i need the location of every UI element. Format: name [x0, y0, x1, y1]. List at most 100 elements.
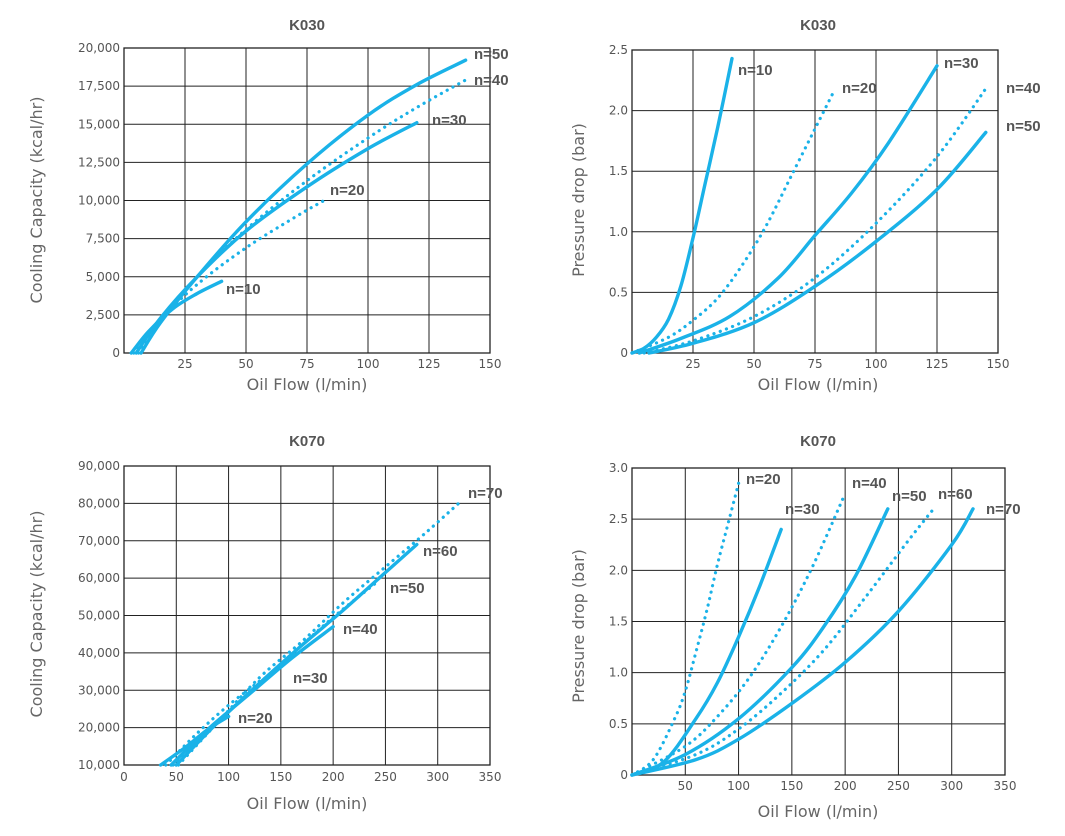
chart-4-series-label: n=70: [986, 501, 1021, 518]
chart-2-y-axis-label: Pressure drop (bar): [569, 123, 588, 277]
chart-4-y-tick-label: 1.5: [609, 615, 628, 629]
chart-3-x-axis-label: Oil Flow (l/min): [247, 794, 368, 813]
chart-2-series-line-n-50: [647, 130, 988, 355]
chart-1-x-tick-label: 125: [418, 357, 441, 371]
chart-3-x-tick-label: 250: [374, 770, 397, 784]
chart-3-y-tick-label: 20,000: [78, 721, 120, 735]
chart-1-x-tick-label: 25: [177, 357, 192, 371]
chart-4-series-label: n=20: [746, 471, 781, 488]
chart-1-x-tick-label: 50: [238, 357, 253, 371]
chart-1-series-line-n-50: [139, 58, 468, 355]
chart-3-y-tick-label: 30,000: [78, 683, 120, 697]
chart-2-title: K030: [800, 17, 836, 34]
chart-3-y-tick-label: 80,000: [78, 496, 120, 510]
chart-2-y-tick-label: 0: [620, 346, 628, 360]
chart-3-y-tick-label: 60,000: [78, 571, 120, 585]
chart-4-title: K070: [800, 433, 836, 450]
chart-2-series-line-n-40: [642, 83, 990, 355]
chart-3-series-label: n=60: [423, 543, 458, 560]
chart-4-y-tick-label: 1.0: [609, 666, 628, 680]
chart-1-series-label: n=40: [474, 72, 509, 89]
chart-1-x-tick-label: 150: [479, 357, 502, 371]
chart-4-y-tick-label: 2.5: [609, 512, 628, 526]
chart-1-series-label: n=10: [226, 281, 261, 298]
chart-4-y-axis-label: Pressure drop (bar): [569, 549, 588, 703]
chart-3-y-tick-label: 40,000: [78, 646, 120, 660]
chart-2-y-tick-label: 0.5: [609, 285, 628, 299]
chart-2-x-axis-label: Oil Flow (l/min): [758, 375, 879, 394]
chart-2-y-tick-label: 2.5: [609, 43, 628, 57]
chart-4-plot-frame: [631, 467, 1006, 776]
chart-3-series-label: n=40: [343, 621, 378, 638]
chart-4-x-tick-label: 150: [780, 779, 803, 793]
chart-4-x-tick-label: 100: [727, 779, 750, 793]
chart-3-series-label: n=30: [293, 670, 328, 687]
chart-1-series-label: n=30: [432, 112, 467, 129]
chart-1-y-tick-label: 17,500: [78, 79, 120, 93]
chart-2-series-line-n-30: [637, 64, 939, 355]
chart-4-series-line-n-40: [630, 492, 847, 777]
chart-2-y-tick-label: 1.0: [609, 225, 628, 239]
chart-1-series-label: n=50: [474, 46, 509, 63]
chart-1-y-tick-label: 20,000: [78, 41, 120, 55]
chart-3-x-tick-label: 0: [120, 770, 128, 784]
chart-4-x-tick-label: 300: [940, 779, 963, 793]
chart-2-series-line-n-20: [630, 88, 837, 355]
chart-1-series-line-n-30: [134, 121, 419, 355]
chart-4-series-line-n-70: [630, 507, 975, 777]
chart-4-y-tick-label: 2.0: [609, 563, 628, 577]
chart-4-series-line-n-30: [630, 527, 783, 777]
chart-2-x-tick-label: 50: [746, 357, 761, 371]
chart-3-x-tick-label: 50: [169, 770, 184, 784]
chart-3-series-line-n-70: [176, 501, 461, 767]
chart-4-y-tick-label: 0.5: [609, 717, 628, 731]
chart-1-y-tick-label: 12,500: [78, 155, 120, 169]
chart-2-series-line-n-10: [630, 56, 734, 355]
chart-2-plot-frame: [631, 49, 999, 354]
chart-1-series-line-n-40: [137, 78, 468, 355]
chart-3-x-tick-label: 300: [426, 770, 449, 784]
chart-4-series-label: n=60: [938, 486, 973, 503]
chart-3-series-label: n=70: [468, 485, 503, 502]
chart-1-x-axis-label: Oil Flow (l/min): [247, 375, 368, 394]
chart-1-y-tick-label: 5,000: [86, 270, 120, 284]
chart-3-x-tick-label: 350: [479, 770, 502, 784]
chart-3-x-tick-label: 100: [217, 770, 240, 784]
chart-3-y-tick-label: 50,000: [78, 609, 120, 623]
chart-1-title: K030: [289, 17, 325, 34]
chart-4-series-line-n-50: [630, 507, 890, 777]
chart-4-x-axis-label: Oil Flow (l/min): [758, 802, 879, 821]
chart-3-series-label: n=50: [390, 580, 425, 597]
chart-4-series-line-n-20: [630, 481, 741, 777]
chart-4-x-tick-label: 350: [994, 779, 1017, 793]
chart-1-y-axis-label: Cooling Capacity (kcal/hr): [27, 97, 46, 304]
chart-2-x-tick-label: 75: [807, 357, 822, 371]
chart-4-series-label: n=30: [785, 501, 820, 518]
chart-1-x-tick-label: 75: [299, 357, 314, 371]
chart-4-y-tick-label: 0: [620, 768, 628, 782]
chart-4-series-label: n=40: [852, 475, 887, 492]
chart-2-x-tick-label: 125: [926, 357, 949, 371]
chart-3-y-tick-label: 90,000: [78, 459, 120, 473]
chart-2-series-label: n=50: [1006, 118, 1041, 135]
chart-4-x-tick-label: 50: [678, 779, 693, 793]
chart-4-series-line-n-60: [630, 507, 936, 777]
chart-2-x-tick-label: 25: [685, 357, 700, 371]
chart-1-y-tick-label: 7,500: [86, 232, 120, 246]
chart-3-y-tick-label: 10,000: [78, 758, 120, 772]
chart-1-y-tick-label: 10,000: [78, 194, 120, 208]
chart-2-x-tick-label: 150: [987, 357, 1010, 371]
chart-4-y-tick-label: 3.0: [609, 461, 628, 475]
chart-2-y-tick-label: 1.5: [609, 164, 628, 178]
chart-4-x-tick-label: 250: [887, 779, 910, 793]
chart-3-y-axis-label: Cooling Capacity (kcal/hr): [27, 511, 46, 718]
chart-1-y-tick-label: 2,500: [86, 308, 120, 322]
chart-2-series-label: n=40: [1006, 80, 1041, 97]
chart-2-series-label: n=30: [944, 55, 979, 72]
chart-1-plot-frame: [123, 47, 491, 354]
chart-1-y-tick-label: 0: [112, 346, 120, 360]
chart-2-series-label: n=20: [842, 80, 877, 97]
chart-2-x-tick-label: 100: [865, 357, 888, 371]
chart-2-series-label: n=10: [738, 62, 773, 79]
chart-1-y-tick-label: 15,000: [78, 117, 120, 131]
